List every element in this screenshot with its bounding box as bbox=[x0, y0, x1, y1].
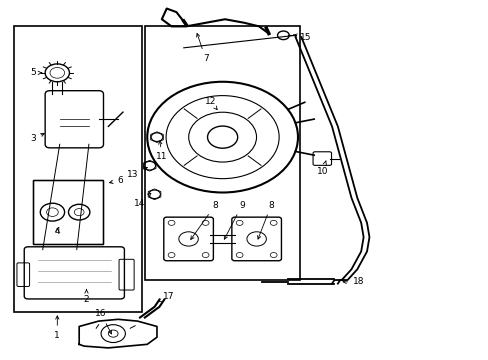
Text: 5: 5 bbox=[30, 68, 41, 77]
Text: 9: 9 bbox=[224, 201, 244, 239]
Text: 1: 1 bbox=[54, 316, 60, 340]
Text: 15: 15 bbox=[293, 33, 310, 42]
Text: 16: 16 bbox=[95, 310, 111, 334]
Text: 14: 14 bbox=[134, 193, 150, 208]
Text: 8: 8 bbox=[190, 201, 218, 239]
Text: 12: 12 bbox=[204, 97, 217, 110]
Text: 7: 7 bbox=[196, 33, 208, 63]
Text: 4: 4 bbox=[54, 227, 60, 236]
Text: 17: 17 bbox=[158, 292, 175, 302]
Text: 2: 2 bbox=[83, 289, 89, 304]
Text: 18: 18 bbox=[342, 277, 364, 286]
Text: 3: 3 bbox=[30, 133, 44, 143]
Text: 13: 13 bbox=[127, 167, 147, 179]
Text: 8: 8 bbox=[257, 201, 274, 239]
Text: 6: 6 bbox=[109, 176, 123, 185]
Text: 10: 10 bbox=[316, 161, 327, 176]
Text: 11: 11 bbox=[156, 141, 167, 161]
